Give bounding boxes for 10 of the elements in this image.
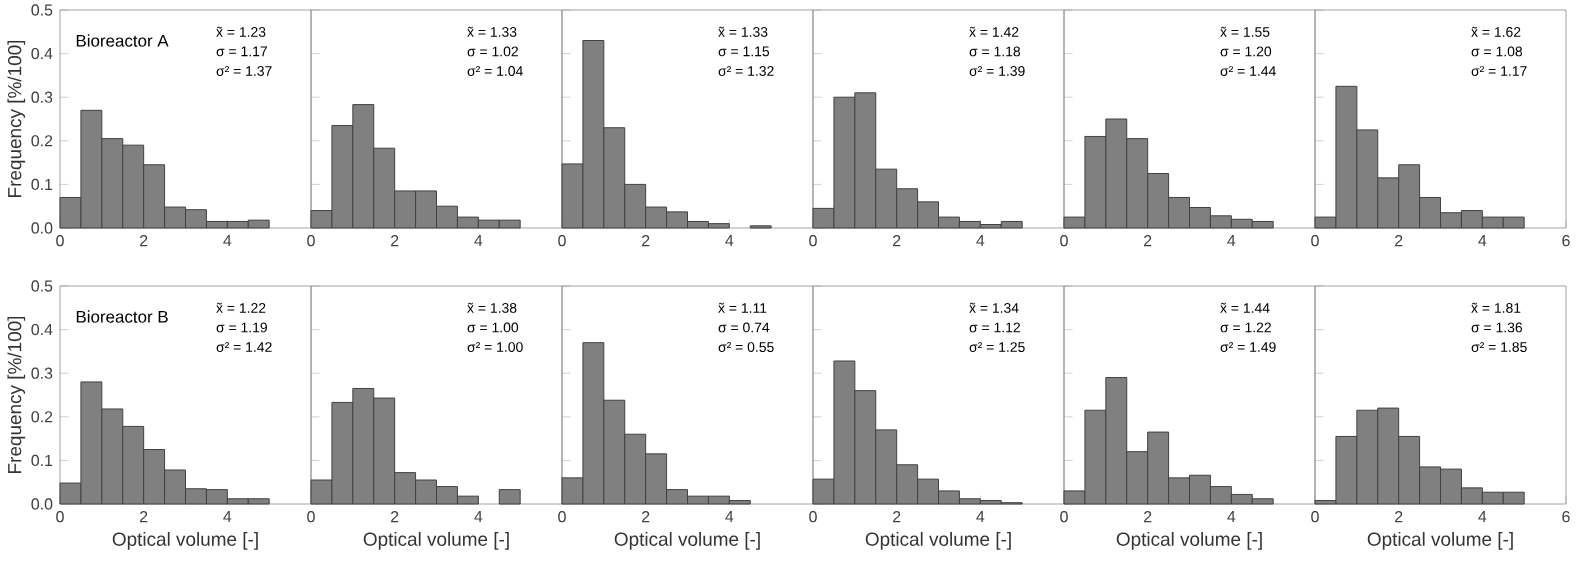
text: Bioreactor A [76, 34, 169, 47]
x-axis-title: Optical volume [-] [363, 532, 509, 550]
x-axis-title: Optical volume [-] [1367, 532, 1513, 550]
x-axis-title: Optical volume [-] [614, 532, 760, 550]
x-axis-title: Optical volume [-] [112, 532, 258, 550]
x-axis-title: Optical volume [-] [1116, 532, 1262, 550]
y-axis-title: Frequency [%/100] [7, 316, 26, 473]
y-axis-title: Frequency [%/100] [7, 40, 26, 197]
x-axis-title: Optical volume [-] [865, 532, 1011, 550]
text: Bioreactor B [76, 310, 168, 323]
